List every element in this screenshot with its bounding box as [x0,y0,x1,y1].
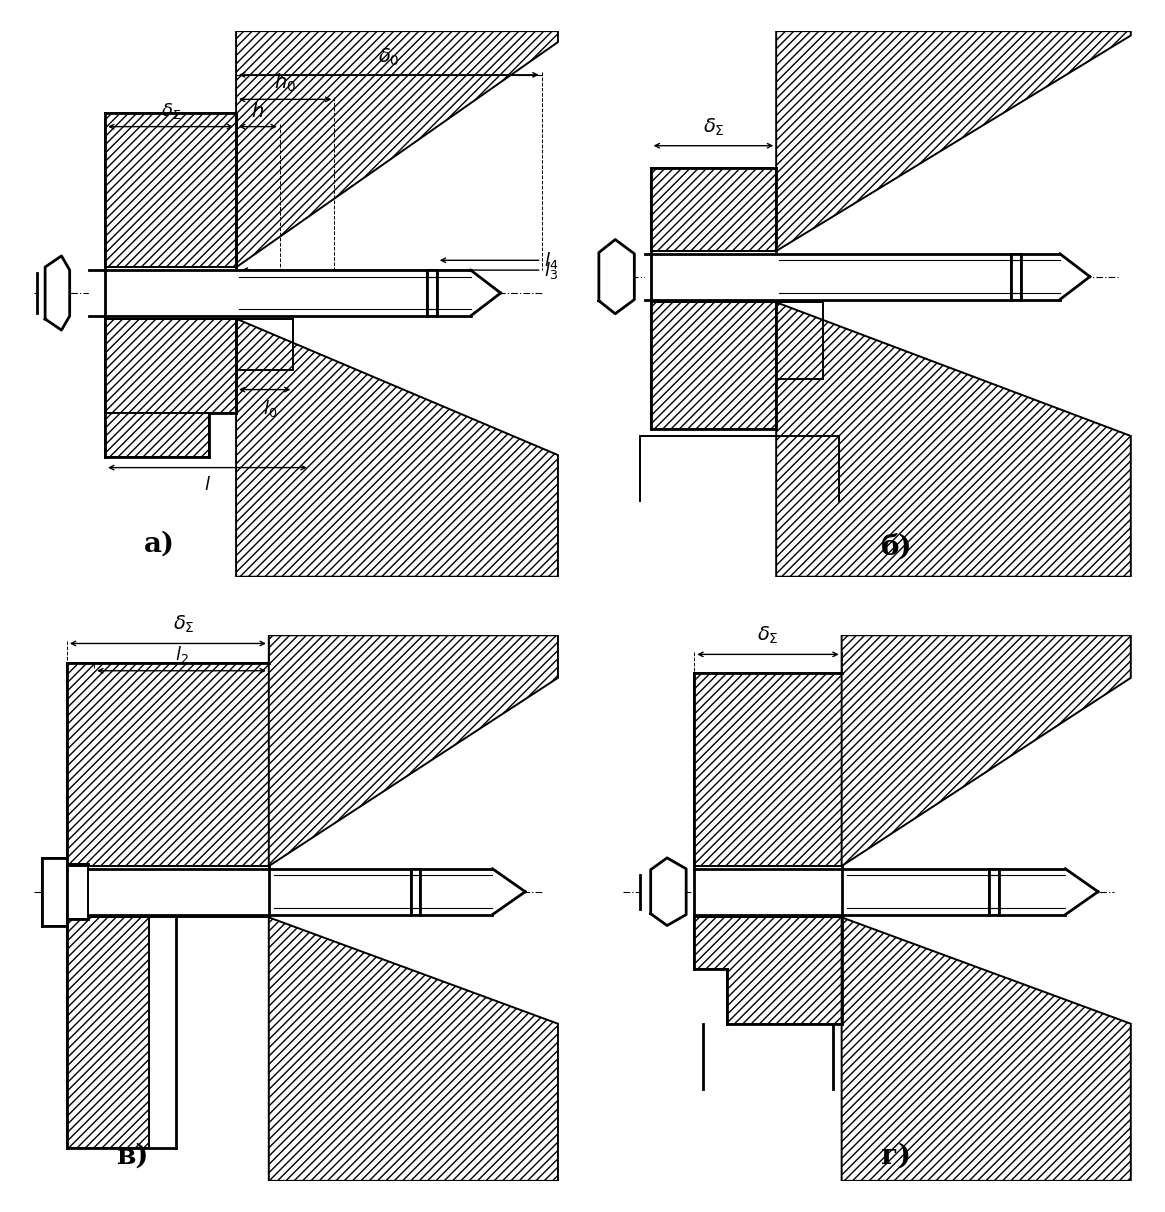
Text: в): в) [116,1143,149,1170]
Polygon shape [66,663,269,867]
Polygon shape [269,917,558,1180]
Polygon shape [493,869,525,915]
Polygon shape [37,267,45,319]
Text: $\delta_\Sigma$: $\delta_\Sigma$ [161,101,181,121]
Polygon shape [236,319,558,577]
Polygon shape [1065,869,1099,915]
Polygon shape [428,270,437,316]
Polygon shape [591,252,599,301]
Polygon shape [599,240,634,314]
Polygon shape [989,869,998,915]
Polygon shape [776,32,1131,251]
Text: $\delta_\Sigma$: $\delta_\Sigma$ [757,625,779,646]
Polygon shape [651,302,776,429]
Text: $\delta_\Sigma$: $\delta_\Sigma$ [174,614,195,635]
Polygon shape [66,917,149,1148]
Polygon shape [694,917,841,1024]
Text: $l$: $l$ [204,476,211,493]
Polygon shape [269,635,558,867]
Text: б): б) [881,533,912,560]
Text: $\delta_\Sigma$: $\delta_\Sigma$ [702,116,725,137]
Text: a): a) [144,531,175,558]
Polygon shape [776,302,1131,577]
Polygon shape [694,674,841,867]
Text: $l_4$: $l_4$ [544,250,558,270]
Text: $l_3$: $l_3$ [544,259,558,281]
Polygon shape [1060,253,1090,299]
Text: $h_0$: $h_0$ [274,72,296,93]
Text: $l_0$: $l_0$ [263,398,277,419]
Text: $l_2$: $l_2$ [175,645,189,665]
Polygon shape [841,917,1131,1180]
Text: $\delta_0$: $\delta_0$ [377,47,400,68]
Text: $h$: $h$ [252,102,264,121]
Polygon shape [42,858,66,926]
Polygon shape [410,869,421,915]
Polygon shape [236,32,558,268]
Polygon shape [471,270,501,316]
Polygon shape [66,864,87,920]
Polygon shape [651,858,686,926]
Text: г): г) [881,1143,911,1170]
Polygon shape [45,256,70,330]
Polygon shape [651,167,776,251]
Polygon shape [105,413,209,457]
Polygon shape [105,113,236,268]
Polygon shape [105,319,236,413]
Polygon shape [640,870,651,914]
Polygon shape [1011,253,1021,299]
Polygon shape [841,635,1131,867]
